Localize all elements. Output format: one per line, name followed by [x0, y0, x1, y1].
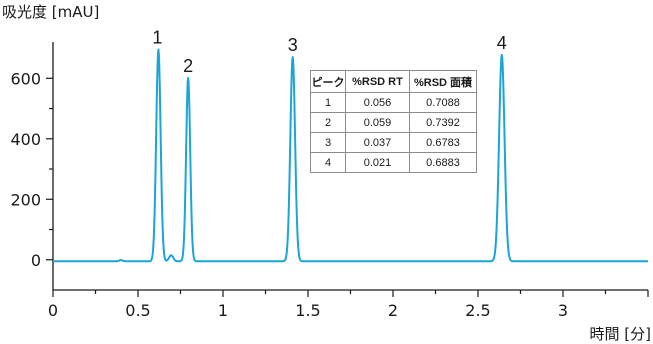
rsd-table: ピーク %RSD RT %RSD 面積 1 0.056 0.7088 2 0.0…: [310, 70, 477, 173]
table-row: 1 0.056 0.7088: [310, 92, 477, 113]
cell-rsd-area: 0.6783: [409, 132, 477, 153]
cell-rsd-rt: 0.037: [345, 132, 410, 153]
y-tick-label: 200: [10, 190, 41, 209]
peak-label: 2: [183, 56, 193, 76]
x-tick-label: 2.5: [465, 301, 490, 320]
y-tick-label: 600: [10, 69, 41, 88]
cell-peak: 3: [310, 132, 346, 153]
chromatogram-trace: [52, 48, 649, 263]
x-axis-ticks: 0 0.5 1 1.5 2 2.5 3: [48, 290, 649, 320]
x-tick-label: 3: [558, 301, 568, 320]
header-peak: ピーク: [310, 70, 346, 93]
y-tick-label: 400: [10, 130, 41, 149]
x-tick-label: 2: [388, 301, 398, 320]
cell-rsd-area: 0.7392: [409, 112, 477, 133]
table-row: 4 0.021 0.6883: [310, 152, 477, 173]
x-tick-label: 1: [218, 301, 228, 320]
x-axis-label: 時間 [分]: [590, 325, 651, 343]
cell-rsd-rt: 0.056: [345, 92, 410, 113]
cell-peak: 4: [310, 152, 346, 173]
cell-peak: 1: [310, 92, 346, 113]
x-tick-label: 0.5: [125, 301, 150, 320]
peak-label: 4: [497, 33, 507, 53]
cell-peak: 2: [310, 112, 346, 133]
y-tick-label: 0: [31, 251, 41, 270]
x-tick-label: 1.5: [295, 301, 320, 320]
y-axis-ticks: 0 200 400 600: [10, 69, 53, 270]
x-tick-label: 0: [48, 301, 58, 320]
cell-rsd-area: 0.6883: [409, 152, 477, 173]
cell-rsd-rt: 0.021: [345, 152, 410, 173]
table-row: 3 0.037 0.6783: [310, 132, 477, 153]
header-rsd-area: %RSD 面積: [409, 70, 477, 93]
peak-labels: 1 2 3 4: [152, 28, 506, 76]
rsd-table-header-row: ピーク %RSD RT %RSD 面積: [310, 70, 477, 93]
peak-label: 1: [152, 28, 162, 48]
table-row: 2 0.059 0.7392: [310, 112, 477, 133]
peak-label: 3: [288, 35, 298, 55]
y-axis-label: 吸光度 [mAU]: [2, 3, 99, 21]
cell-rsd-rt: 0.059: [345, 112, 410, 133]
header-rsd-rt: %RSD RT: [345, 70, 410, 93]
cell-rsd-area: 0.7088: [409, 92, 477, 113]
